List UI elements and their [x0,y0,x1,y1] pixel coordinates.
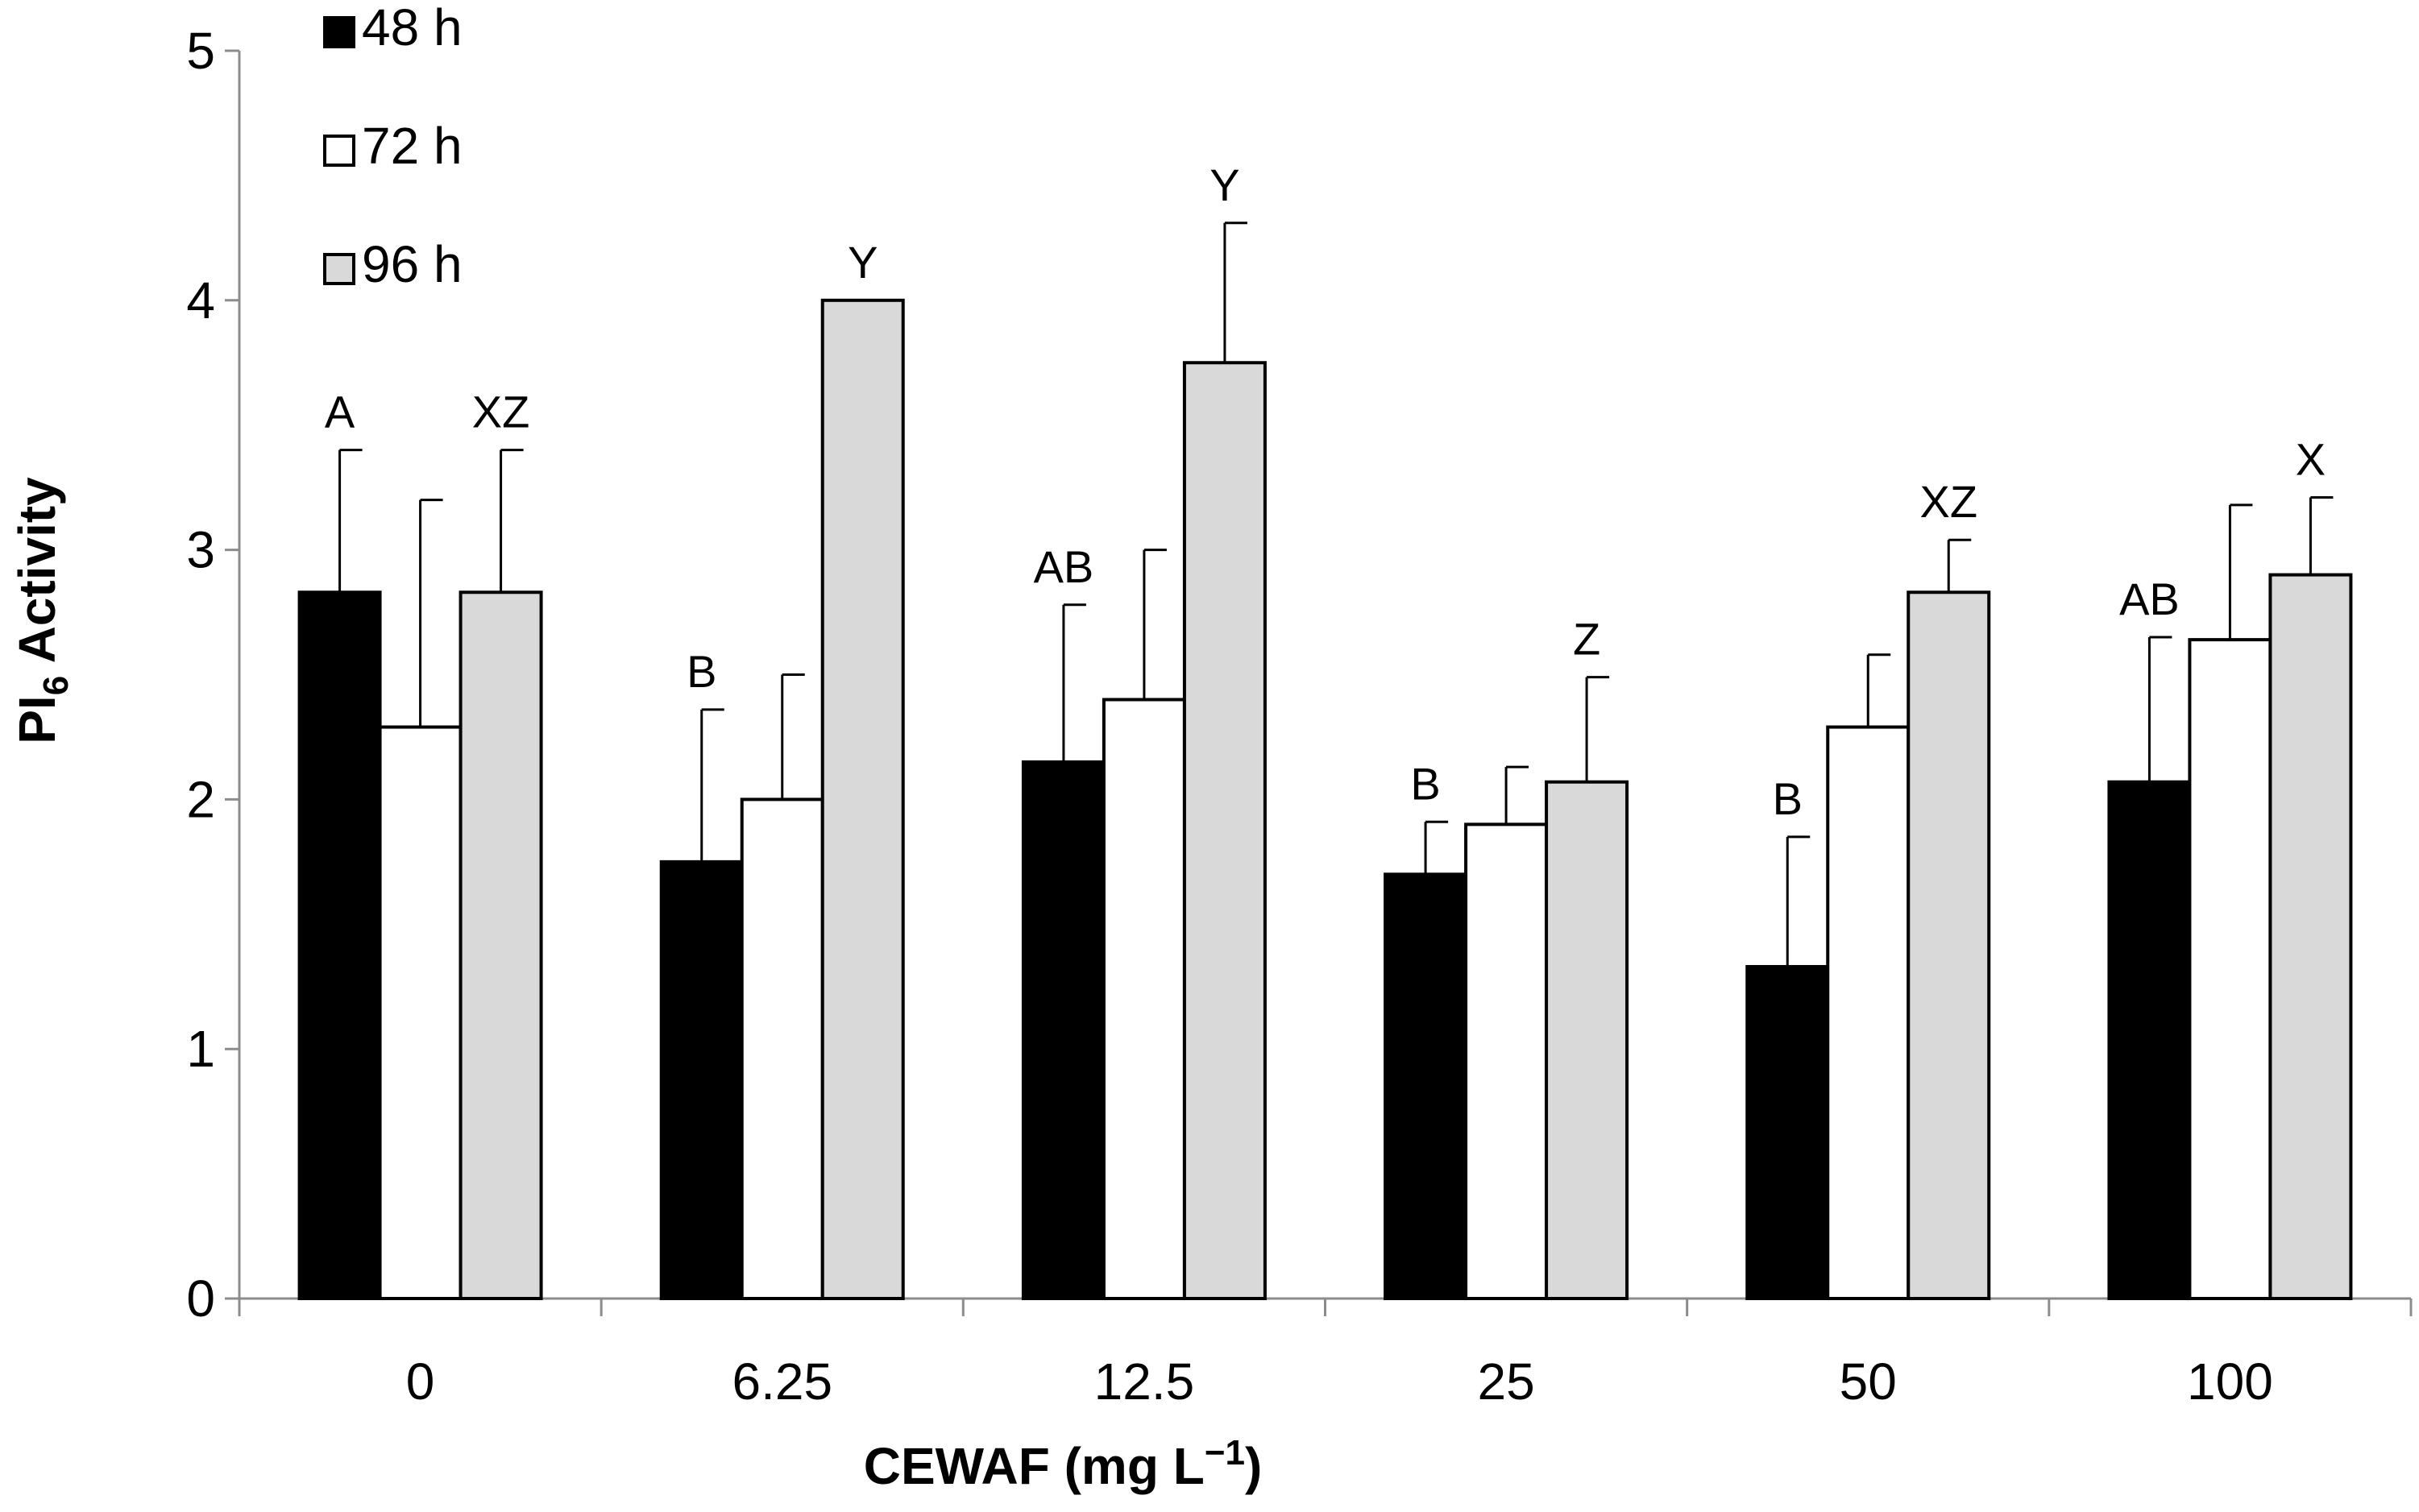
x-axis-title: CEWAF (mg L−1) [864,1433,1263,1495]
y-tick-label: 2 [186,770,215,828]
y-tick-label: 5 [186,22,215,80]
bar [740,797,824,1300]
bar [2268,573,2353,1300]
y-tick-label: 4 [186,271,215,329]
bar [2107,780,2192,1300]
bar [1021,760,1106,1300]
x-tick-label: 100 [2187,1353,2273,1411]
y-tick-label: 3 [186,521,215,579]
bar [1464,822,1549,1300]
bar [1182,361,1267,1300]
x-tick-label: 6.25 [732,1353,832,1411]
bar [1745,964,1830,1300]
significance-label: B [1773,773,1803,824]
significance-label: AB [2119,574,2180,624]
significance-label: B [687,646,716,697]
significance-label: B [1410,758,1440,809]
bar [659,860,744,1300]
bar [458,590,543,1300]
significance-label: Y [1210,159,1239,210]
bar [1545,780,1629,1300]
x-tick-label: 25 [1477,1353,1534,1411]
y-tick-label: 1 [186,1020,215,1078]
bar [1826,725,1911,1300]
bar [378,725,463,1300]
legend-swatch [323,135,355,167]
legend-label: 96 h [362,235,463,293]
legend-label: 48 h [362,0,463,56]
bar [297,590,382,1300]
x-tick-label: 50 [1840,1353,1897,1411]
significance-label: Y [848,237,878,288]
x-tick-label: 0 [406,1353,435,1411]
legend-swatch [323,253,355,285]
bar [1907,590,1991,1300]
bar [2188,638,2272,1300]
significance-label: X [2296,434,2326,485]
significance-label: AB [1034,541,1094,592]
bar [1102,698,1186,1300]
significance-label: Z [1573,614,1600,665]
x-tick-label: 12.5 [1094,1353,1195,1411]
significance-label: A [325,387,355,437]
x-axis-title-superscript: −1 [1205,1433,1245,1473]
bar [820,298,905,1300]
y-axis-title: PI6 Activity [8,477,76,744]
significance-label: XZ [472,387,530,437]
significance-label: XZ [1919,476,1977,527]
bar [1384,872,1468,1300]
legend-swatch [323,16,355,48]
y-tick-label: 0 [186,1270,215,1328]
legend-label: 72 h [362,117,463,175]
y-axis-title-subscript: 6 [36,676,76,695]
